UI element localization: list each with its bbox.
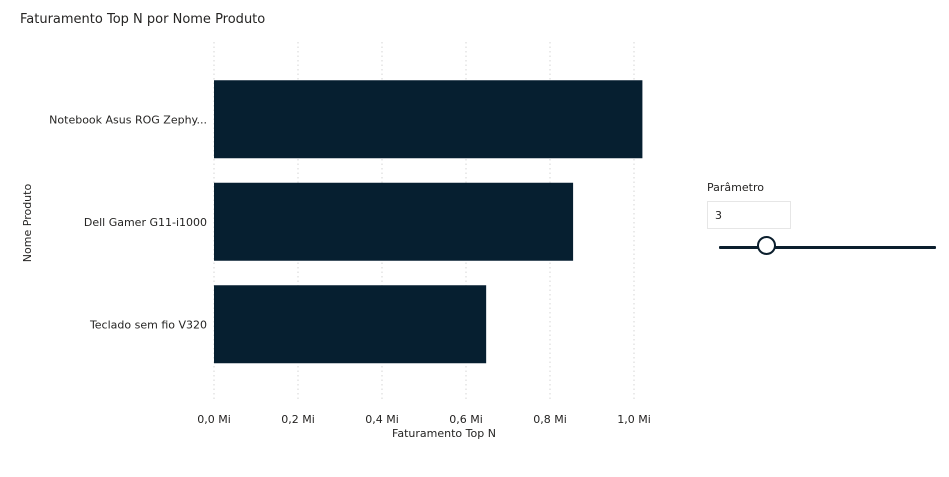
x-axis-title: Faturamento Top N (392, 427, 496, 440)
x-tick-label: 0,0 Mi (197, 413, 231, 426)
x-tick-label: 0,4 Mi (365, 413, 399, 426)
bar[interactable] (214, 80, 643, 159)
parameter-slicer: Parâmetro (707, 181, 936, 255)
parameter-label: Parâmetro (707, 181, 764, 194)
category-label: Teclado sem fio V320 (89, 318, 207, 331)
x-tick-label: 0,2 Mi (281, 413, 315, 426)
chart-title: Faturamento Top N por Nome Produto (20, 12, 266, 27)
x-tick-label: 0,6 Mi (449, 413, 483, 426)
parameter-slider-track[interactable] (719, 246, 936, 249)
bars (214, 80, 643, 364)
category-labels: Notebook Asus ROG Zephy... Dell Gamer G11… (49, 113, 207, 331)
bar[interactable] (214, 182, 574, 261)
y-axis-title: Nome Produto (21, 184, 34, 263)
category-label: Dell Gamer G11-i1000 (84, 216, 207, 229)
category-label: Notebook Asus ROG Zephy... (49, 113, 207, 126)
x-tick-labels: 0,0 Mi 0,2 Mi 0,4 Mi 0,6 Mi 0,8 Mi 1,0 Mi (197, 413, 651, 426)
parameter-slider-thumb[interactable] (757, 236, 776, 255)
x-tick-label: 1,0 Mi (617, 413, 651, 426)
bar[interactable] (214, 285, 487, 364)
x-tick-label: 0,8 Mi (533, 413, 567, 426)
parameter-value-input[interactable] (707, 201, 791, 229)
